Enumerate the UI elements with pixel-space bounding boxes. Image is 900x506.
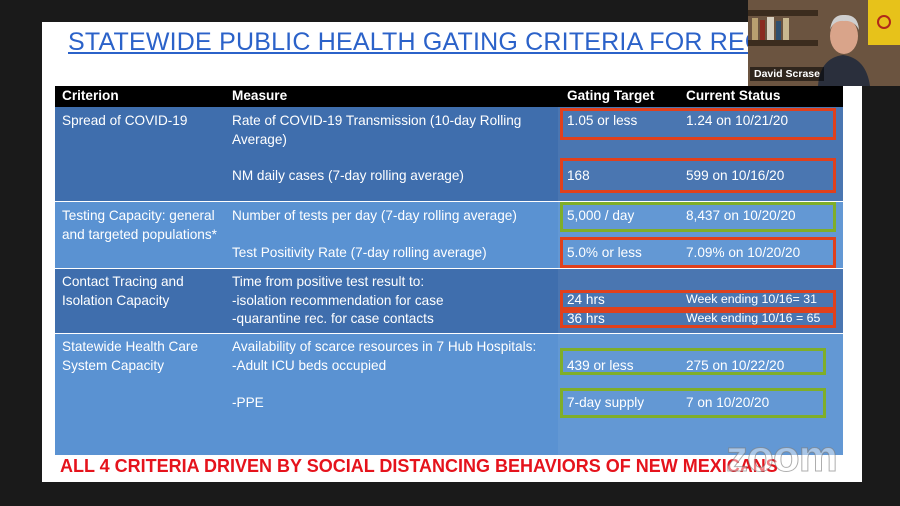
current-status: 275 on 10/22/20 <box>686 358 785 373</box>
gating-target: 168 <box>567 168 590 183</box>
person-body <box>818 55 870 86</box>
measure: Test Positivity Rate (7-day rolling aver… <box>232 245 487 260</box>
gating-target: 5,000 / day <box>567 208 635 223</box>
person-hair <box>830 14 859 30</box>
table-row <box>55 269 843 333</box>
gating-target: 24 hrs <box>567 292 605 307</box>
column-header: Current Status <box>686 88 781 103</box>
book <box>752 18 758 40</box>
current-status: 7 on 10/20/20 <box>686 395 770 410</box>
criterion: Contact Tracing and Isolation Capacity <box>62 274 184 308</box>
status-box <box>560 108 836 140</box>
status-box <box>560 290 836 310</box>
slide-title: STATEWIDE PUBLIC HEALTH GATING CRITERIA … <box>68 28 765 56</box>
criterion: Spread of COVID-19 <box>62 113 188 128</box>
current-status: 8,437 on 10/20/20 <box>686 208 796 223</box>
column-header: Criterion <box>62 88 119 103</box>
measure: -isolation recommendation for case <box>232 292 444 308</box>
status-box <box>560 348 826 375</box>
current-status: 1.24 on 10/21/20 <box>686 113 789 128</box>
status-box <box>560 237 836 268</box>
table-row <box>55 107 843 201</box>
current-status: Week ending 10/16= 31 <box>686 292 818 306</box>
current-status: Week ending 10/16 = 65 <box>686 311 821 325</box>
participant-name: David Scrase <box>750 67 824 81</box>
person-head <box>830 18 858 54</box>
measure: Time from positive test result to: <box>232 274 425 289</box>
header-bar <box>55 86 843 107</box>
book <box>760 20 765 40</box>
status-box <box>560 158 836 193</box>
gating-target: 7-day supply <box>567 395 645 410</box>
gating-target: 1.05 or less <box>567 113 638 128</box>
flag-symbol <box>877 15 891 29</box>
shelf <box>748 40 818 46</box>
shelf <box>748 10 818 16</box>
status-box <box>560 310 836 328</box>
measure: -Adult ICU beds occupied <box>232 357 387 373</box>
column-header: Measure <box>232 88 288 103</box>
measure: Number of tests per day (7-day rolling a… <box>232 208 517 223</box>
status-box <box>560 202 836 232</box>
criterion: Testing Capacity: general and targeted p… <box>62 208 217 242</box>
book <box>783 18 789 40</box>
gating-target: 5.0% or less <box>567 245 642 260</box>
row-target-area <box>558 107 843 201</box>
criterion: Statewide Health Care System Capacity <box>62 339 199 373</box>
flag <box>868 0 900 45</box>
current-status: 599 on 10/16/20 <box>686 168 785 183</box>
measure: -PPE <box>232 395 264 410</box>
participant-video: David Scrase <box>748 0 900 86</box>
measure: Average) <box>232 131 287 147</box>
table-row <box>55 334 843 455</box>
book <box>776 21 781 40</box>
column-header: Gating Target <box>567 88 655 103</box>
slide: STATEWIDE PUBLIC HEALTH GATING CRITERIA … <box>42 22 862 482</box>
measure: -quarantine rec. for case contacts <box>232 311 434 326</box>
measure: Availability of scarce resources in 7 Hu… <box>232 339 537 354</box>
criteria-table: Criterion Measure Gating Target Current Sta… <box>55 86 843 456</box>
measure: Rate of COVID-19 Transmission (10-day Ro… <box>232 113 522 128</box>
table-row <box>55 202 843 268</box>
row-target-area <box>558 269 843 333</box>
slide-footer: ALL 4 CRITERIA DRIVEN BY SOCIAL DISTANCI… <box>60 456 778 476</box>
status-box <box>560 388 826 418</box>
gating-target: 439 or less <box>567 358 634 373</box>
current-status: 7.09% on 10/20/20 <box>686 245 801 260</box>
book <box>767 17 774 40</box>
measure: NM daily cases (7-day rolling average) <box>232 168 464 183</box>
row-target-area <box>558 202 843 268</box>
gating-target: 36 hrs <box>567 311 605 326</box>
row-target-area <box>558 334 843 455</box>
zoom-watermark: zoom <box>726 432 839 482</box>
